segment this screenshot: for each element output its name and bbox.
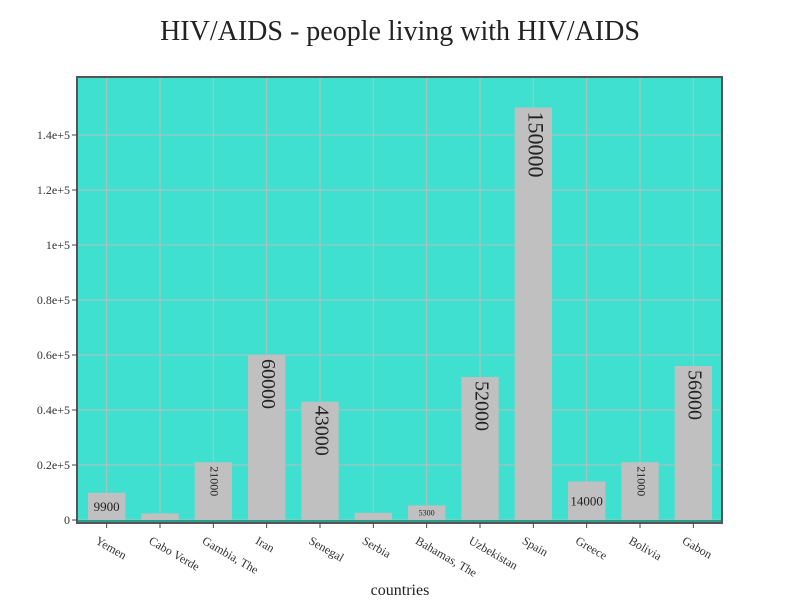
- x-tick-label: Iran: [253, 533, 277, 555]
- bar-data-label: 5300: [419, 509, 435, 518]
- bar-data-label: 52000: [470, 381, 492, 431]
- x-tick-label: Cabo Verde: [147, 533, 203, 573]
- x-tick-label: Greece: [573, 533, 609, 562]
- bars: 9900 21000 60000 43000 5300 52000 150000 14000 2…: [88, 107, 712, 520]
- y-tick-label: 1e+5: [46, 238, 70, 252]
- y-axis: 0 0.2e+5 0.4e+5 0.6e+5 0.8e+5 1e+5 1.2e+5 1.4e+…: [37, 128, 77, 527]
- x-axis-title: countries: [371, 582, 430, 599]
- bar: [354, 512, 392, 520]
- x-tick-label: Senegal: [307, 533, 347, 564]
- x-tick-label: Gambia, The: [200, 533, 261, 576]
- y-tick-label: 1.4e+5: [37, 128, 70, 142]
- bar: [194, 462, 232, 520]
- bar-data-label: 14000: [570, 493, 603, 508]
- x-tick-label: Spain: [520, 533, 551, 559]
- x-tick-label: Gabon: [680, 533, 715, 561]
- y-tick-label: 0: [64, 513, 70, 527]
- bar-data-label: 9900: [94, 499, 120, 514]
- y-tick-label: 1.2e+5: [37, 183, 70, 197]
- bar-data-label: 21000: [208, 466, 222, 496]
- bar-data-label: 56000: [684, 370, 706, 420]
- bar: [514, 107, 552, 520]
- y-tick-label: 0.6e+5: [37, 348, 70, 362]
- bar: [408, 505, 446, 520]
- bar: [621, 462, 659, 520]
- bar-data-label: 21000: [634, 466, 648, 496]
- x-tick-label: Bolivia: [627, 533, 665, 563]
- y-tick-label: 0.2e+5: [37, 458, 70, 472]
- y-tick-label: 0.8e+5: [37, 293, 70, 307]
- y-tick-label: 0.4e+5: [37, 403, 70, 417]
- bar: [301, 401, 339, 520]
- bar: [248, 355, 286, 520]
- x-tick-label: Yemen: [93, 533, 129, 562]
- chart-title: HIV/AIDS - people living with HIV/AIDS: [160, 16, 640, 47]
- bar: [568, 481, 606, 520]
- x-tick-label: Serbia: [360, 533, 394, 561]
- bar: [88, 492, 126, 520]
- bar-data-label: 60000: [257, 359, 279, 409]
- bar: [141, 513, 179, 520]
- bar: [674, 366, 712, 520]
- bar: [461, 377, 499, 520]
- bar-data-label: 150000: [523, 112, 548, 178]
- bar-data-label: 43000: [310, 406, 332, 456]
